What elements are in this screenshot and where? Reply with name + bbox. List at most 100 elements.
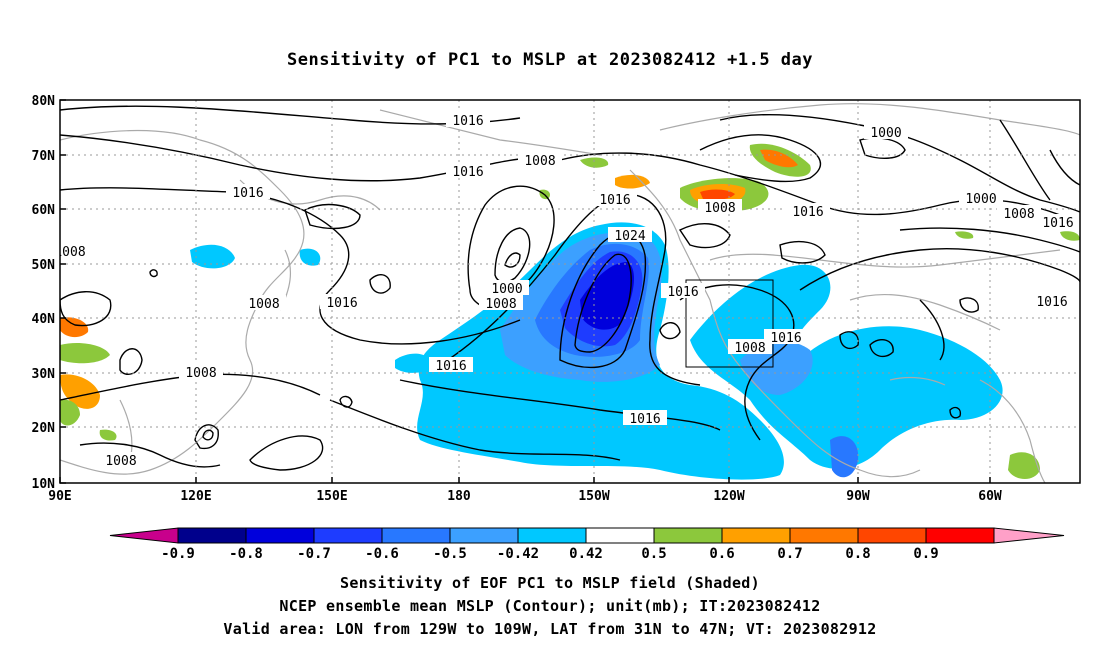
contour-label: 1008 (248, 297, 279, 312)
lat-tick-label: 80N (32, 94, 56, 109)
contour-label: 1016 (792, 205, 823, 220)
contour-label: 1016 (599, 193, 630, 208)
colorbar-swatch (857, 527, 927, 544)
lat-tick-label: 50N (32, 258, 56, 273)
lon-tick-label: 90E (48, 489, 71, 504)
contour-label-bg (179, 364, 223, 379)
contour-label-bg (728, 339, 772, 354)
contour-label-bg (242, 295, 286, 310)
colorbar-label: -0.6 (365, 546, 399, 562)
lat-tick-label: 60N (32, 203, 56, 218)
lon-tick-label: 60W (978, 489, 1002, 504)
colorbar-swatch (245, 527, 315, 544)
contour-label: 1008 (704, 201, 735, 216)
colorbar: -0.9 -0.8 -0.7 -0.6 -0.5 -0.42 0.42 0.5 0.6 0.7 0.… (109, 527, 1065, 562)
contour-label-bg (446, 163, 490, 178)
contour-label-bg (485, 280, 529, 295)
contour-label: 1016 (326, 296, 357, 311)
contour-label: 1008 (105, 454, 136, 469)
colorbar-label: -0.7 (297, 546, 331, 562)
contour-label: 1008 (734, 341, 765, 356)
colorbar-label: -0.8 (229, 546, 263, 562)
lon-tick-label: 120W (713, 489, 744, 504)
contour-label-bg (786, 203, 830, 218)
contour-label: 1000 (965, 192, 996, 207)
contour-label: 1016 (667, 285, 698, 300)
lat-tick-label: 70N (32, 149, 56, 164)
lon-tick-label: 180 (447, 489, 471, 504)
lon-tick-label: 120E (180, 489, 211, 504)
contour-label: 1016 (770, 331, 801, 346)
map-frame (59, 99, 1081, 484)
contour-label: 1008 (185, 366, 216, 381)
lat-axis: 80N 70N 60N 50N 40N 30N 20N 10N (32, 94, 66, 492)
contour-label: 1016 (452, 165, 483, 180)
contour-label: 1008 (1003, 207, 1034, 222)
shaded-sensitivity (60, 143, 1080, 480)
colorbar-min-arrow (109, 527, 179, 544)
colorbar-swatch (517, 527, 587, 544)
lon-tick-label: 150E (316, 489, 347, 504)
colorbar-label: 0.42 (569, 546, 603, 562)
lat-tick-label: 10N (32, 477, 56, 492)
colorbar-label: -0.9 (161, 546, 195, 562)
contour-label-bg (1036, 214, 1080, 229)
lon-tick-label: 90W (846, 489, 870, 504)
colorbar-label: 0.5 (641, 546, 666, 562)
plot-title: Sensitivity of PC1 to MSLP at 2023082412… (286, 50, 813, 70)
contour-label-bg (661, 283, 705, 298)
contour-label-bg (608, 227, 652, 242)
contour-label-bg (764, 329, 808, 344)
colorbar-label: 0.8 (845, 546, 870, 562)
colorbar-swatch (177, 527, 247, 544)
contour-label-bg (446, 112, 490, 127)
contour-label-bg (479, 295, 523, 310)
contour-label: 1016 (629, 412, 660, 427)
contour-label: 1016 (435, 359, 466, 374)
contour-label: 1016 (1036, 295, 1067, 310)
contour-label: 1016 (232, 186, 263, 201)
contour-label-bg (429, 357, 473, 372)
footer-line-valid-area: Valid area: LON from 129W to 109W, LAT f… (223, 620, 877, 638)
contour-label-bg (864, 124, 908, 139)
colorbar-label: 0.7 (777, 546, 802, 562)
gridlines (60, 100, 1080, 483)
lat-tick-label: 30N (32, 367, 56, 382)
colorbar-swatch (381, 527, 451, 544)
contour-label-bg (1030, 293, 1074, 308)
contour-label-bg (959, 190, 1003, 205)
colorbar-swatch (585, 527, 655, 544)
contour-label: 1008 (524, 154, 555, 169)
contour-label-bg (226, 184, 270, 199)
colorbar-swatch (653, 527, 723, 544)
contour-label: 1024 (614, 229, 645, 244)
contour-label: 1016 (452, 114, 483, 129)
contour-label-bg (320, 294, 364, 309)
lat-tick-label: 40N (32, 312, 56, 327)
lon-tick-label: 150W (578, 489, 609, 504)
lat-tick-label: 20N (32, 421, 56, 436)
contour-label: 1008 (54, 245, 85, 260)
contour-label-bg (997, 205, 1041, 220)
footer-line-shading: Sensitivity of EOF PC1 to MSLP field (Sh… (340, 574, 760, 592)
contour-label: 1000 (491, 282, 522, 297)
contour-label-bg (698, 199, 742, 214)
contour-label-bg (623, 410, 667, 425)
colorbar-swatch (449, 527, 519, 544)
colorbar-label: -0.5 (433, 546, 467, 562)
colorbar-swatch (925, 527, 995, 544)
contour-label-bg (60, 243, 92, 258)
contour-label: 1016 (1042, 216, 1073, 231)
colorbar-label: 0.9 (913, 546, 938, 562)
lon-axis: 90E 120E 150E 180 150W 120W 90W 60W (48, 477, 1002, 504)
colorbar-label: 0.6 (709, 546, 734, 562)
contour-label-bg (99, 452, 143, 467)
contour-labels: 1016 1016 1008 1016 1016 1024 1000 1008 1016 1008… (54, 112, 1080, 469)
contour-label-bg (593, 191, 637, 206)
colorbar-swatch (721, 527, 791, 544)
colorbar-label: -0.42 (497, 546, 539, 562)
colorbar-swatch (313, 527, 383, 544)
contour-label: 1000 (870, 126, 901, 141)
footer-line-contour: NCEP ensemble mean MSLP (Contour); unit(… (279, 597, 821, 615)
